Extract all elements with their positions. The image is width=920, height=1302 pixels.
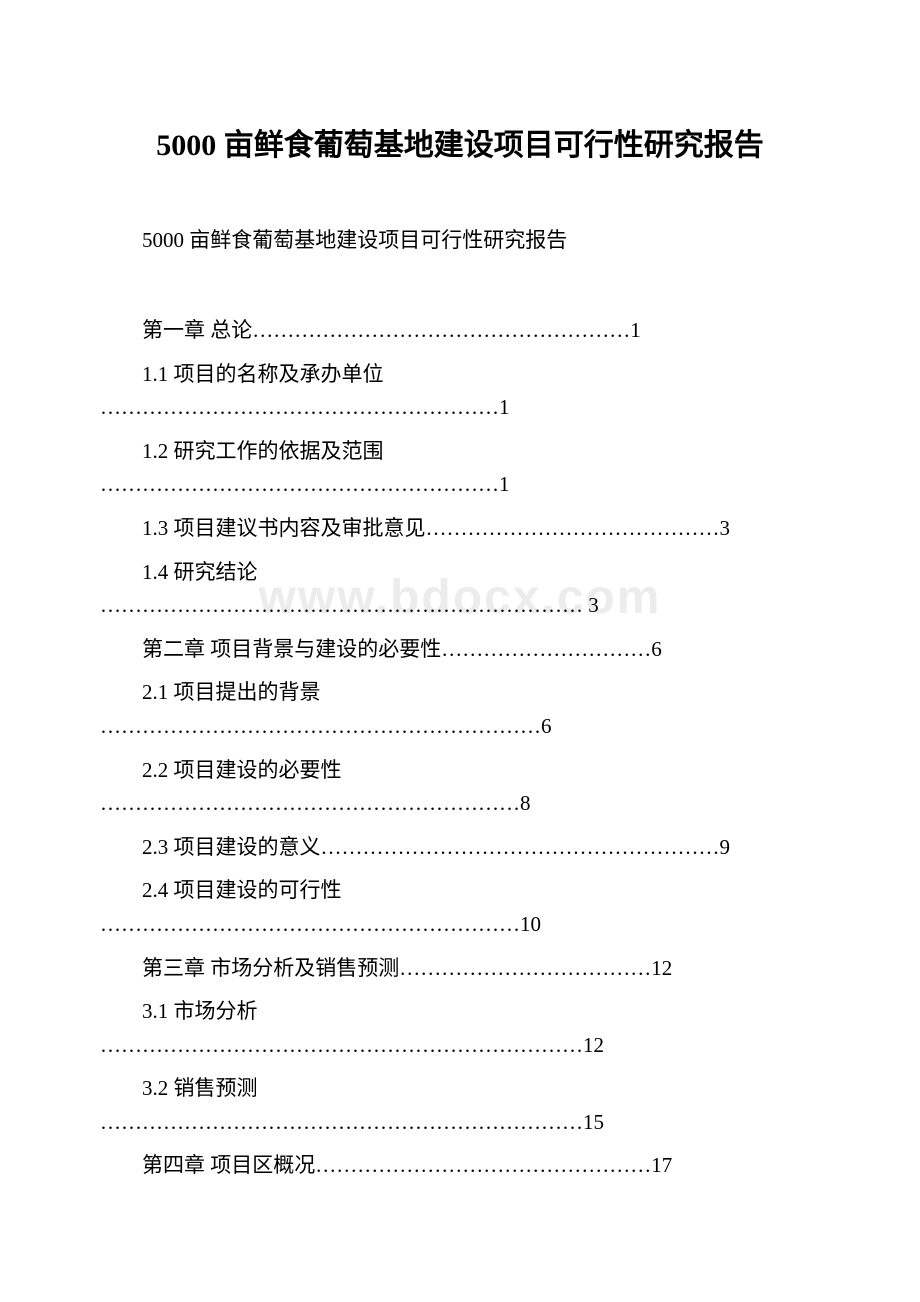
toc-label: 3.1 市场分析 xyxy=(100,995,820,1029)
toc-dots: ……………………………………………………………15 xyxy=(100,1106,820,1140)
document-page: 5000 亩鲜食葡萄基地建设项目可行性研究报告 5000 亩鲜食葡萄基地建设项目… xyxy=(0,0,920,1253)
toc-dots: …………………………………………………1 xyxy=(100,391,820,425)
toc-entry: 第三章 市场分析及销售预测………………………………12 xyxy=(100,952,820,986)
toc-dots: …………………………………………………………… 3 xyxy=(100,589,820,623)
toc-dots: ……………………………………………………10 xyxy=(100,908,820,942)
table-of-contents: 第一章 总论………………………………………………11.1 项目的名称及承办单位…… xyxy=(100,314,820,1183)
toc-entry: 2.3 项目建设的意义…………………………………………………9 xyxy=(100,831,820,865)
toc-entry: 2.2 项目建设的必要性……………………………………………………8 xyxy=(100,754,820,821)
toc-label: 2.1 项目提出的背景 xyxy=(100,676,820,710)
toc-label: 3.2 销售预测 xyxy=(100,1072,820,1106)
toc-label: 1.4 研究结论 xyxy=(100,556,820,590)
toc-dots: …………………………………………………1 xyxy=(100,468,820,502)
toc-label: 1.1 项目的名称及承办单位 xyxy=(100,358,820,392)
toc-entry: 第二章 项目背景与建设的必要性…………………………6 xyxy=(100,633,820,667)
toc-entry: 1.3 项目建议书内容及审批意见……………………………………3 xyxy=(100,512,820,546)
toc-entry: 1.2 研究工作的依据及范围…………………………………………………1 xyxy=(100,435,820,502)
toc-dots: ……………………………………………………8 xyxy=(100,787,820,821)
toc-entry: 第一章 总论………………………………………………1 xyxy=(100,314,820,348)
main-title: 5000 亩鲜食葡萄基地建设项目可行性研究报告 xyxy=(100,120,820,164)
toc-entry: 1.1 项目的名称及承办单位…………………………………………………1 xyxy=(100,358,820,425)
toc-entry: 3.2 销售预测……………………………………………………………15 xyxy=(100,1072,820,1139)
toc-entry: 2.1 项目提出的背景………………………………………………………6 xyxy=(100,676,820,743)
toc-label: 2.4 项目建设的可行性 xyxy=(100,874,820,908)
subtitle: 5000 亩鲜食葡萄基地建设项目可行性研究报告 xyxy=(100,224,820,254)
toc-label: 1.2 研究工作的依据及范围 xyxy=(100,435,820,469)
toc-entry: 1.4 研究结论…………………………………………………………… 3 xyxy=(100,556,820,623)
toc-entry: 3.1 市场分析……………………………………………………………12 xyxy=(100,995,820,1062)
toc-entry: 第四章 项目区概况…………………………………………17 xyxy=(100,1149,820,1183)
toc-dots: ………………………………………………………6 xyxy=(100,710,820,744)
toc-dots: ……………………………………………………………12 xyxy=(100,1029,820,1063)
toc-label: 2.2 项目建设的必要性 xyxy=(100,754,820,788)
toc-entry: 2.4 项目建设的可行性……………………………………………………10 xyxy=(100,874,820,941)
